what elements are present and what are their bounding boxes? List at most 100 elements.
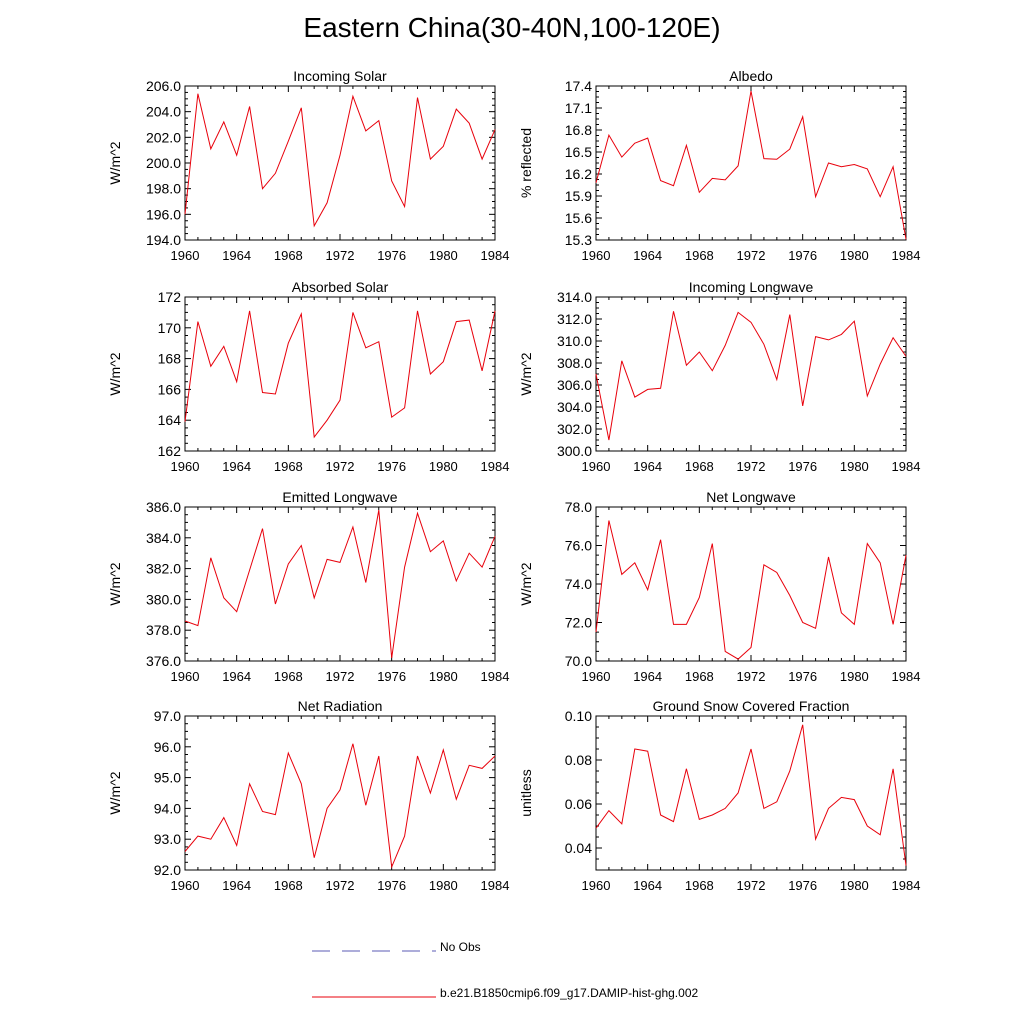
net-longwave-ytick-label: 70.0 — [565, 653, 592, 669]
ground-snow-covered-fraction-ylabel: unitless — [518, 769, 534, 816]
net-radiation-ytick-label: 96.0 — [154, 739, 181, 755]
absorbed-solar-ytick-label: 168 — [158, 351, 182, 367]
incoming-solar-xtick-label: 1960 — [171, 248, 200, 263]
absorbed-solar-xtick-label: 1964 — [222, 459, 251, 474]
albedo-ylabel: % reflected — [518, 128, 534, 198]
emitted-longwave-plot-frame — [184, 506, 496, 662]
incoming-solar-xtick-label: 1972 — [326, 248, 355, 263]
net-longwave-ylabel: W/m^2 — [518, 562, 534, 605]
incoming-longwave-series-line — [595, 311, 907, 441]
albedo-ytick-label: 17.4 — [565, 78, 592, 94]
incoming-solar-xtick-label: 1976 — [377, 248, 406, 263]
net-longwave-series-line — [595, 520, 907, 660]
albedo-ytick-label: 17.1 — [565, 100, 592, 116]
incoming-solar-xtick-label: 1964 — [222, 248, 251, 263]
net-radiation-plot-frame — [184, 715, 496, 871]
ground-snow-covered-fraction-ytick-label: 0.10 — [565, 708, 592, 724]
incoming-solar-ylabel: W/m^2 — [107, 141, 123, 184]
absorbed-solar-ytick-label: 172 — [158, 289, 182, 305]
absorbed-solar-ylabel: W/m^2 — [107, 352, 123, 395]
incoming-longwave-xtick-label: 1972 — [737, 459, 766, 474]
emitted-longwave-xtick-label: 1976 — [377, 669, 406, 684]
panel-absorbed-solar: 1960 1964 1968 1972 1976 1980 1984 162 164 166 168… — [107, 279, 509, 474]
emitted-longwave-ytick-label: 380.0 — [146, 591, 181, 607]
ground-snow-covered-fraction-ytick-label: 0.08 — [565, 752, 592, 768]
panel-net-radiation: 1960 1964 1968 1972 1976 1980 1984 92.0 93.0 94.0… — [107, 698, 509, 893]
net-radiation-title: Net Radiation — [298, 698, 383, 714]
incoming-longwave-xtick-label: 1968 — [685, 459, 714, 474]
emitted-longwave-ylabel: W/m^2 — [107, 562, 123, 605]
chart-figure: 1960 1964 1968 1972 1976 1980 1984 194.0 196.0 19… — [107, 68, 921, 893]
albedo-ytick-label: 16.5 — [565, 144, 592, 160]
net-radiation-ytick-label: 92.0 — [154, 862, 181, 878]
ground-snow-covered-fraction-xtick-label: 1964 — [633, 878, 662, 893]
incoming-longwave-xtick-label: 1960 — [582, 459, 611, 474]
incoming-solar-xtick-label: 1968 — [274, 248, 303, 263]
absorbed-solar-ytick-label: 164 — [158, 412, 182, 428]
incoming-solar-ytick-label: 206.0 — [146, 78, 181, 94]
emitted-longwave-xtick-label: 1960 — [171, 669, 200, 684]
absorbed-solar-title: Absorbed Solar — [292, 279, 389, 295]
legend-model-label: b.e21.B1850cmip6.f09_g17.DAMIP-hist-ghg.… — [440, 986, 699, 1000]
ground-snow-covered-fraction-series-line — [595, 724, 907, 866]
emitted-longwave-xtick-label: 1984 — [481, 669, 510, 684]
albedo-ytick-label: 15.3 — [565, 232, 592, 248]
net-radiation-xtick-label: 1976 — [377, 878, 406, 893]
absorbed-solar-xtick-label: 1980 — [429, 459, 458, 474]
emitted-longwave-xtick-label: 1972 — [326, 669, 355, 684]
albedo-xtick-label: 1968 — [685, 248, 714, 263]
net-longwave-xtick-label: 1980 — [840, 669, 869, 684]
ground-snow-covered-fraction-xtick-label: 1968 — [685, 878, 714, 893]
emitted-longwave-ytick-label: 386.0 — [146, 499, 181, 515]
albedo-ytick-label: 16.8 — [565, 122, 592, 138]
net-radiation-xtick-label: 1964 — [222, 878, 251, 893]
albedo-ytick-label: 16.2 — [565, 166, 592, 182]
net-longwave-plot-frame — [595, 506, 907, 662]
ground-snow-covered-fraction-title: Ground Snow Covered Fraction — [653, 698, 850, 714]
net-longwave-ytick-label: 72.0 — [565, 615, 592, 631]
net-longwave-xtick-label: 1984 — [892, 669, 921, 684]
emitted-longwave-xtick-label: 1968 — [274, 669, 303, 684]
net-longwave-xtick-label: 1976 — [788, 669, 817, 684]
emitted-longwave-ytick-label: 376.0 — [146, 653, 181, 669]
absorbed-solar-xtick-label: 1960 — [171, 459, 200, 474]
net-longwave-ytick-label: 78.0 — [565, 499, 592, 515]
incoming-solar-plot-frame — [184, 85, 496, 241]
net-radiation-xtick-label: 1980 — [429, 878, 458, 893]
net-longwave-xtick-label: 1960 — [582, 669, 611, 684]
albedo-xtick-label: 1972 — [737, 248, 766, 263]
panel-incoming-longwave: 1960 1964 1968 1972 1976 1980 1984 300.0 302.0 30… — [518, 279, 920, 474]
absorbed-solar-ytick-label: 162 — [158, 443, 182, 459]
incoming-longwave-xtick-label: 1964 — [633, 459, 662, 474]
incoming-solar-ytick-label: 198.0 — [146, 181, 181, 197]
emitted-longwave-title: Emitted Longwave — [282, 489, 397, 505]
net-radiation-xtick-label: 1968 — [274, 878, 303, 893]
absorbed-solar-xtick-label: 1984 — [481, 459, 510, 474]
incoming-longwave-ytick-label: 314.0 — [557, 289, 592, 305]
net-longwave-xtick-label: 1972 — [737, 669, 766, 684]
absorbed-solar-xtick-label: 1976 — [377, 459, 406, 474]
incoming-solar-ytick-label: 202.0 — [146, 129, 181, 145]
albedo-ytick-label: 15.9 — [565, 188, 592, 204]
emitted-longwave-xtick-label: 1964 — [222, 669, 251, 684]
incoming-longwave-plot-frame — [595, 296, 907, 452]
ground-snow-covered-fraction-xtick-label: 1960 — [582, 878, 611, 893]
absorbed-solar-ytick-label: 170 — [158, 320, 182, 336]
panel-emitted-longwave: 1960 1964 1968 1972 1976 1980 1984 376.0 378.0 38… — [107, 489, 509, 684]
absorbed-solar-plot-frame — [184, 296, 496, 452]
incoming-longwave-ytick-label: 312.0 — [557, 311, 592, 327]
incoming-solar-ytick-label: 196.0 — [146, 206, 181, 222]
incoming-longwave-ytick-label: 302.0 — [557, 421, 592, 437]
legend-no-obs-label: No Obs — [440, 940, 481, 954]
incoming-longwave-xtick-label: 1976 — [788, 459, 817, 474]
panel-albedo: 1960 1964 1968 1972 1976 1980 1984 15.3 15.6 15.9… — [518, 68, 920, 263]
legend-no-obs-swatch — [312, 950, 436, 952]
albedo-plot-frame — [595, 85, 907, 241]
incoming-solar-ytick-label: 200.0 — [146, 155, 181, 171]
incoming-solar-ytick-label: 204.0 — [146, 104, 181, 120]
emitted-longwave-ytick-label: 382.0 — [146, 561, 181, 577]
incoming-solar-ytick-label: 194.0 — [146, 232, 181, 248]
net-radiation-ytick-label: 97.0 — [154, 708, 181, 724]
ground-snow-covered-fraction-xtick-label: 1976 — [788, 878, 817, 893]
albedo-xtick-label: 1960 — [582, 248, 611, 263]
